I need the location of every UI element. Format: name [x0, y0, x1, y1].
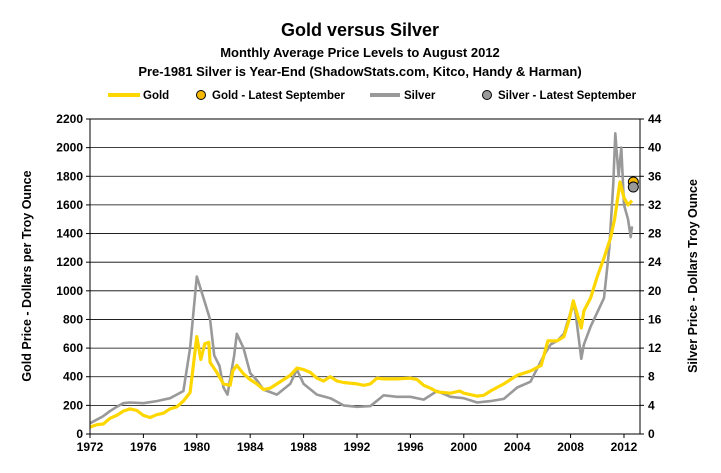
chart-title: Gold versus Silver — [281, 20, 439, 40]
legend: Gold Gold - Latest September Silver Silv… — [108, 90, 637, 102]
plot-area-frame — [89, 118, 641, 435]
x-tick-label: 2000 — [450, 440, 477, 454]
y-right-tick-label: 36 — [648, 169, 662, 183]
legend-silver-marker — [482, 90, 492, 100]
chart-subtitle-1: Monthly Average Price Levels to August 2… — [220, 45, 500, 60]
x-tick-label: 1984 — [237, 440, 264, 454]
x-tick-label: 1996 — [397, 440, 424, 454]
y-left-tick-label: 2200 — [56, 112, 83, 126]
y-left-tick-label: 200 — [63, 398, 83, 412]
y-right-tick-label: 28 — [648, 227, 662, 241]
silver-series-line — [89, 132, 634, 425]
legend-gold-latest-label: Gold - Latest September — [212, 90, 345, 102]
x-tick-label: 2004 — [504, 440, 531, 454]
y-axis-right-title: Silver Price - Dollars Troy Ounce — [686, 179, 700, 373]
y-axis-left-title: Gold Price - Dollars per Troy Ounce — [20, 170, 34, 381]
y-right-tick-label: 40 — [648, 141, 662, 155]
x-tick-label: 1976 — [130, 440, 157, 454]
y-left-tick-label: 600 — [63, 341, 83, 355]
y-left-tick-label: 0 — [76, 427, 83, 441]
y-left-tick-label: 1400 — [56, 227, 83, 241]
y-right-tick-label: 4 — [648, 398, 655, 412]
legend-gold-label: Gold — [143, 90, 169, 102]
y-right-tick-label: 12 — [648, 341, 662, 355]
y-left-tick-label: 2000 — [56, 141, 83, 155]
x-tick-label: 1988 — [290, 440, 317, 454]
x-tick-label: 1972 — [77, 440, 104, 454]
y-right-tick-label: 16 — [648, 312, 662, 326]
x-tick-label: 2008 — [557, 440, 584, 454]
latest-markers — [627, 176, 639, 193]
x-tick-label: 1980 — [183, 440, 210, 454]
y-left-tick-label: 400 — [63, 370, 83, 384]
y-right-tick-label: 24 — [648, 255, 662, 269]
silver-latest-september-marker — [627, 181, 639, 193]
x-tick-label: 2012 — [611, 440, 638, 454]
gold-series-line — [89, 180, 634, 429]
legend-silver-label: Silver — [404, 90, 436, 102]
y-left-tick-label: 800 — [63, 312, 83, 326]
y-left-tick-label: 1800 — [56, 169, 83, 183]
y-left-tick-label: 1000 — [56, 284, 83, 298]
y-right-tick-label: 32 — [648, 198, 662, 212]
y-right-tick-label: 8 — [648, 370, 655, 384]
x-tick-label: 1992 — [344, 440, 371, 454]
grid-lines — [90, 147, 640, 406]
chart-subtitle-2: Pre-1981 Silver is Year-End (ShadowStats… — [138, 64, 581, 79]
y-right-tick-label: 20 — [648, 284, 662, 298]
y-left-tick-label: 1200 — [56, 255, 83, 269]
legend-gold-marker — [196, 90, 206, 100]
y-left-tick-label: 1600 — [56, 198, 83, 212]
legend-silver-latest-label: Silver - Latest September — [498, 90, 637, 102]
axis-ticks: 0200400600800100012001400160018002000220… — [56, 112, 661, 454]
y-right-tick-label: 44 — [648, 112, 662, 126]
series-layer — [89, 132, 634, 429]
y-right-tick-label: 0 — [648, 427, 655, 441]
